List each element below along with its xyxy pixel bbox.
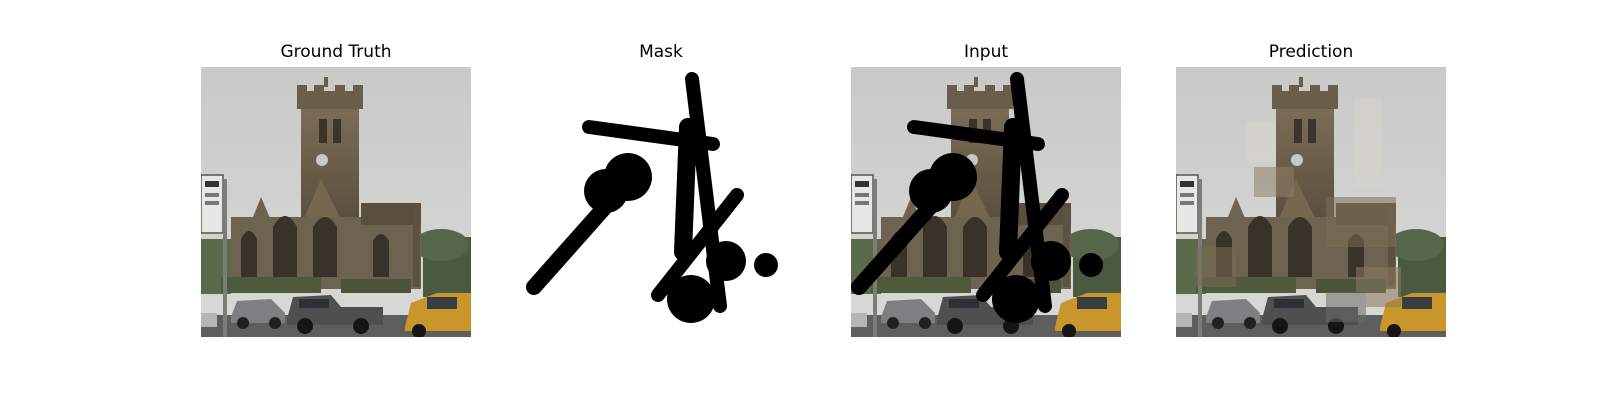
mask-image	[526, 67, 796, 337]
panel-title-prediction: Prediction	[1268, 42, 1354, 62]
panel-title-mask: Mask	[639, 42, 683, 62]
panel-title-ground-truth: Ground Truth	[280, 42, 392, 62]
panel-prediction: Prediction	[1176, 0, 1446, 340]
panel-input: Input	[851, 0, 1121, 340]
panel-mask: Mask	[526, 0, 796, 340]
ground-truth-image	[201, 67, 471, 337]
panel-title-input: Input	[963, 42, 1009, 62]
prediction-image	[1176, 67, 1446, 337]
panel-ground-truth: Ground Truth	[201, 0, 471, 340]
input-image	[851, 67, 1121, 337]
